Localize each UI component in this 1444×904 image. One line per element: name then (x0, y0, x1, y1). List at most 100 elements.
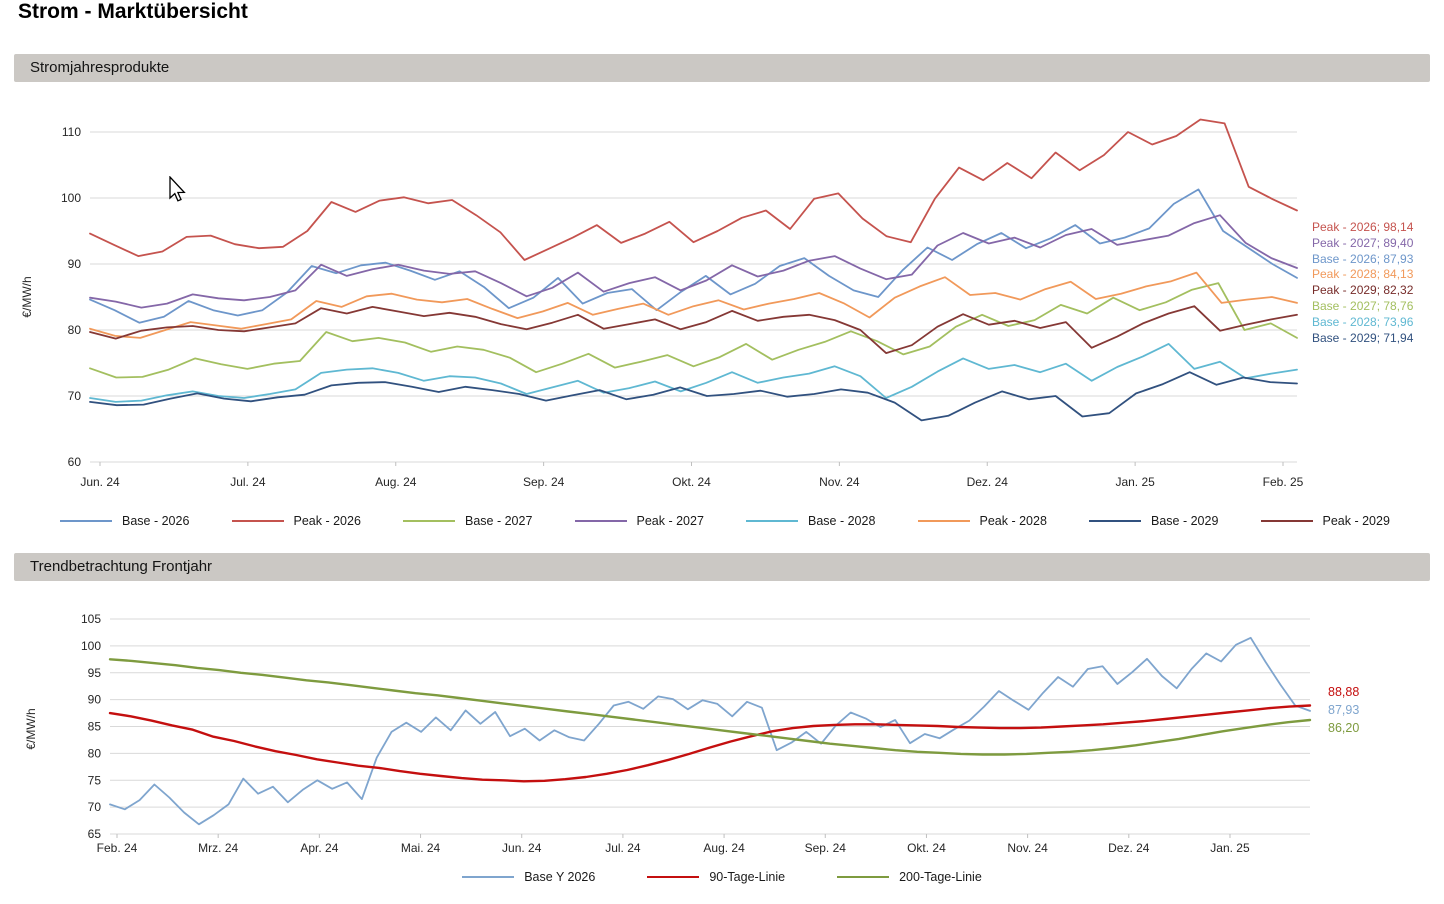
legend-item-Peak - 2029: Peak - 2029 (1260, 514, 1390, 528)
chart-stromjahresprodukte[interactable]: 60 70 80 90 100 110 Jun. 24 Jul. 24 Aug. 24 Sep. … (0, 90, 1444, 502)
y-tick-label: 80 (68, 323, 82, 337)
x-tick-label: Jun. 24 (80, 475, 120, 489)
x-tick-label: Apr. 24 (300, 841, 338, 855)
y-tick-label: 70 (88, 800, 102, 814)
legend-item-90-Tage-Linie: 90-Tage-Linie (647, 870, 785, 884)
legend-line-icon (574, 520, 627, 522)
legend-line-icon (1260, 520, 1313, 522)
series-line-Base - 2026 (89, 188, 1298, 324)
series-end-label: Peak - 2027; 89,40 (1312, 235, 1414, 250)
x-tick-label: Jul. 24 (230, 475, 266, 489)
legend-line-icon (403, 520, 455, 522)
legend-item-Base - 2026: Base - 2026 (60, 514, 189, 528)
series-end-label: Peak - 2026; 98,14 (1312, 220, 1414, 234)
y-tick-label: 90 (68, 257, 82, 271)
series-end-label: Base - 2026; 87,93 (1312, 251, 1414, 266)
legend-line-icon (1089, 520, 1141, 522)
y-tick-label: 65 (88, 827, 102, 841)
y-tick-label: 100 (81, 639, 101, 653)
x-tick-label: Mrz. 24 (198, 841, 238, 855)
x-tick-label: Aug. 24 (375, 475, 417, 489)
legend-label: Base - 2027 (465, 514, 533, 528)
x-tick-label: Nov. 24 (1007, 841, 1048, 855)
legend-label: Base - 2028 (808, 514, 876, 528)
series-line-90-Tage-Linie (108, 704, 1312, 783)
x-tick-label: Jun. 24 (502, 841, 542, 855)
section-header-trendbetrachtung: Trendbetrachtung Frontjahr (14, 553, 1430, 581)
legend-item-200-Tage-Linie: 200-Tage-Linie (837, 870, 982, 884)
chart-trendbetrachtung-frontjahr[interactable]: 65 70 75 80 85 90 95 100 105 Feb. 24 Mrz. 24 Apr. 2… (0, 590, 1444, 862)
y-tick-label: 70 (68, 389, 82, 403)
x-tick-label: Jan. 25 (1115, 475, 1155, 489)
legend-item-Peak - 2028: Peak - 2028 (917, 514, 1047, 528)
y-tick-label: 90 (88, 693, 102, 707)
legend-label: Base Y 2026 (524, 870, 596, 884)
section-header-stromjahresprodukte: Stromjahresprodukte (14, 54, 1430, 82)
page-title: Strom - Marktübersicht (18, 0, 248, 23)
legend-label: Peak - 2026 (293, 514, 361, 528)
legend-label: Peak - 2028 (979, 514, 1047, 528)
series-line-Peak - 2029 (89, 305, 1298, 355)
y-tick-label: 95 (88, 666, 102, 680)
x-tick-label: Feb. 25 (1263, 475, 1304, 489)
series-end-label: 87,93 (1328, 703, 1360, 717)
legend-item-Base - 2028: Base - 2028 (746, 514, 875, 528)
x-tick-label: Nov. 24 (819, 475, 860, 489)
legend-label: 90-Tage-Linie (709, 870, 786, 884)
y-axis-title: €/MW/h (24, 708, 38, 750)
series-line-Peak - 2028 (89, 271, 1298, 339)
x-tick-label: Dez. 24 (967, 475, 1009, 489)
legend-item-Base - 2027: Base - 2027 (403, 514, 532, 528)
series-line-Peak - 2027 (89, 214, 1298, 309)
legend-label: Base - 2026 (122, 514, 190, 528)
legend-label: Peak - 2027 (636, 514, 704, 528)
series-end-label: 86,20 (1328, 721, 1360, 735)
chart1-series-end-labels: Peak - 2026; 98,14 Peak - 2027; 89,40 Base… (1312, 220, 1442, 346)
legend-line-icon (647, 876, 700, 878)
x-tick-label: Sep. 24 (805, 841, 847, 855)
x-tick-label: Aug. 24 (703, 841, 745, 855)
y-tick-label: 100 (61, 191, 81, 205)
legend-line-icon (60, 520, 112, 522)
series-end-label: Peak - 2029; 82,32 (1312, 283, 1414, 298)
y-tick-label: 80 (88, 746, 102, 760)
legend-line-icon (837, 876, 890, 878)
series-end-label: Peak - 2028; 84,13 (1312, 267, 1414, 282)
x-tick-label: Jul. 24 (605, 841, 641, 855)
legend-item-Peak - 2027: Peak - 2027 (574, 514, 704, 528)
legend-item-Base Y 2026: Base Y 2026 (462, 870, 595, 884)
y-tick-label: 105 (81, 612, 101, 626)
y-tick-label: 75 (88, 773, 102, 787)
y-tick-label: 85 (88, 720, 102, 734)
x-tick-label: Mai. 24 (401, 841, 441, 855)
series-end-label: Base - 2027; 78,76 (1312, 298, 1414, 313)
mouse-cursor-icon (169, 176, 186, 202)
legend-label: 200-Tage-Linie (899, 870, 982, 884)
x-tick-label: Sep. 24 (523, 475, 565, 489)
y-axis-title: €/MW/h (20, 276, 34, 318)
series-line-Base - 2029 (89, 371, 1298, 422)
series-line-Base Y 2026 (109, 636, 1311, 826)
legend-label: Peak - 2029 (1322, 514, 1390, 528)
series-end-label: Base - 2029; 71,94 (1312, 330, 1414, 345)
y-tick-label: 110 (62, 125, 81, 139)
series-line-Peak - 2026 (89, 118, 1298, 261)
legend-label: Base - 2029 (1151, 514, 1219, 528)
x-tick-label: Okt. 24 (907, 841, 946, 855)
x-tick-label: Feb. 24 (97, 841, 138, 855)
series-end-label: Base - 2028; 73,96 (1312, 314, 1414, 329)
y-tick-label: 60 (68, 455, 82, 469)
chart2-series-end-labels: 88,88 87,93 86,20 (1328, 683, 1428, 737)
chart2-legend: Base Y 2026 90-Tage-Linie 200-Tage-Linie (0, 870, 1444, 884)
legend-item-Peak - 2026: Peak - 2026 (231, 514, 361, 528)
series-line-Base - 2027 (89, 282, 1298, 379)
legend-line-icon (917, 520, 970, 522)
series-end-label: 88,88 (1328, 685, 1360, 699)
series-line-Base - 2028 (89, 342, 1298, 403)
x-tick-label: Dez. 24 (1108, 841, 1150, 855)
series-line-200-Tage-Linie (108, 658, 1312, 756)
chart1-legend: Base - 2026 Peak - 2026 Base - 2027 Peak - … (60, 514, 1390, 528)
legend-item-Base - 2029: Base - 2029 (1089, 514, 1218, 528)
legend-line-icon (746, 520, 798, 522)
x-tick-label: Okt. 24 (672, 475, 711, 489)
